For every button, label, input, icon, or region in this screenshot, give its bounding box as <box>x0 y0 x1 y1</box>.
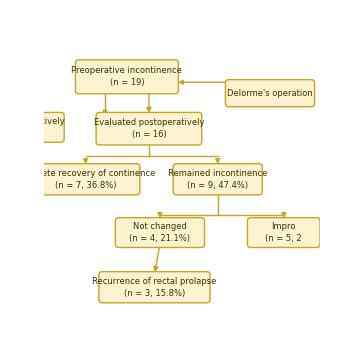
Text: Complete recovery of continence
(n = 7, 36.8%): Complete recovery of continence (n = 7, … <box>16 169 156 190</box>
FancyBboxPatch shape <box>247 218 320 247</box>
Text: Delorme's operation: Delorme's operation <box>227 89 313 98</box>
Text: Not changed
(n = 4, 21.1%): Not changed (n = 4, 21.1%) <box>130 222 190 243</box>
FancyBboxPatch shape <box>0 113 64 142</box>
FancyBboxPatch shape <box>225 80 315 107</box>
FancyBboxPatch shape <box>32 164 140 195</box>
FancyBboxPatch shape <box>76 60 178 94</box>
Text: Preoperative incontinence
(n = 19): Preoperative incontinence (n = 19) <box>71 66 182 87</box>
Text: Remained incontinence
(n = 9, 47.4%): Remained incontinence (n = 9, 47.4%) <box>168 169 267 190</box>
Text: Recurrence of rectal prolapse
(n = 3, 15.8%): Recurrence of rectal prolapse (n = 3, 15… <box>92 277 217 297</box>
Text: Evaluated postoperatively
(n = 16): Evaluated postoperatively (n = 16) <box>94 118 204 139</box>
Text: d postoperatively
= 3): d postoperatively = 3) <box>0 117 65 138</box>
FancyBboxPatch shape <box>115 218 204 247</box>
FancyBboxPatch shape <box>173 164 262 195</box>
Text: Impro
(n = 5, 2: Impro (n = 5, 2 <box>266 222 302 243</box>
FancyBboxPatch shape <box>96 113 202 145</box>
FancyBboxPatch shape <box>99 272 210 303</box>
